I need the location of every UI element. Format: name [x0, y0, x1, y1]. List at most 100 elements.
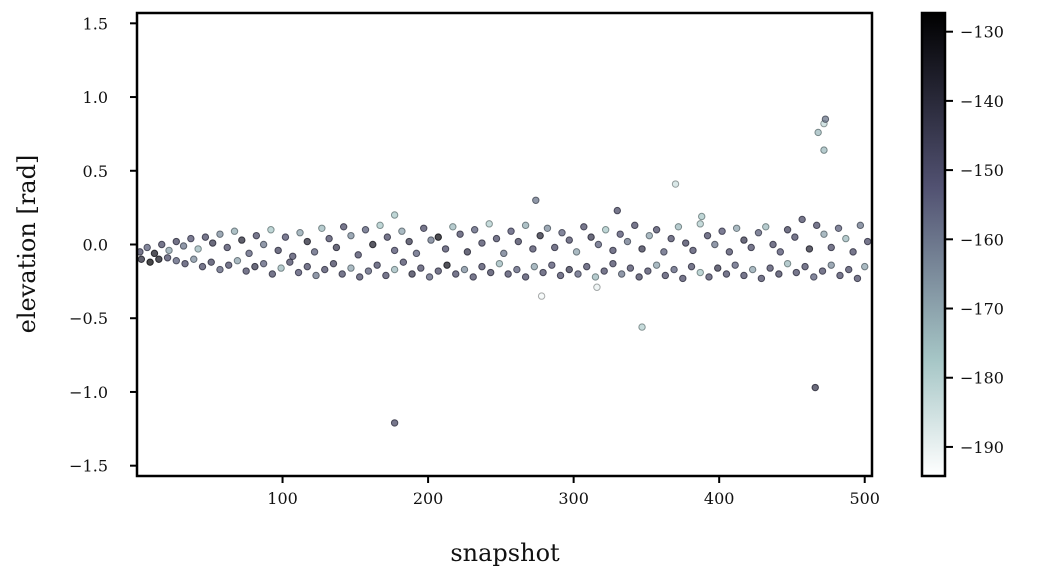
y-tick-label: −1.5 — [69, 457, 108, 476]
data-point — [259, 240, 268, 249]
data-point — [223, 243, 231, 252]
data-point — [376, 221, 384, 230]
data-point — [638, 245, 646, 253]
data-point — [600, 267, 608, 275]
data-point — [230, 227, 239, 235]
data-point — [296, 229, 304, 237]
data-point — [329, 259, 338, 268]
data-point — [530, 262, 539, 271]
data-point — [163, 254, 172, 262]
x-axis: 100 200 300 400 500 — [267, 476, 880, 508]
data-point — [312, 271, 320, 280]
data-point — [194, 245, 202, 253]
y-tick-label: 0.5 — [83, 162, 108, 181]
data-point — [408, 270, 416, 278]
data-point — [427, 236, 435, 244]
data-point — [242, 267, 250, 275]
data-point — [268, 270, 277, 278]
data-point — [399, 258, 408, 266]
data-point — [748, 265, 757, 274]
data-point — [679, 274, 687, 283]
data-point — [514, 237, 523, 246]
data-point — [369, 240, 377, 249]
data-point — [556, 271, 565, 280]
data-point — [146, 258, 154, 266]
data-point — [361, 226, 370, 234]
data-point — [583, 262, 591, 271]
data-point — [689, 246, 697, 255]
colorbar-tick-label: −130 — [960, 23, 1004, 42]
data-point — [783, 259, 792, 268]
data-point — [810, 273, 818, 281]
data-point — [495, 259, 504, 268]
y-axis: 1.5 1.0 0.5 0.0 −0.5 −1.0 −1.5 — [69, 14, 137, 476]
data-point — [267, 226, 275, 234]
data-point — [332, 243, 341, 252]
data-point — [469, 273, 477, 281]
data-point — [318, 224, 326, 232]
data-point — [434, 233, 442, 241]
data-point — [513, 265, 521, 274]
data-point — [347, 231, 355, 240]
data-point — [762, 223, 770, 231]
x-tick-label: 400 — [704, 489, 735, 508]
data-point — [339, 223, 348, 231]
plot-frame — [135, 11, 874, 478]
data-point — [281, 233, 290, 241]
data-point — [791, 233, 799, 241]
data-point — [853, 274, 862, 283]
colorbar-tick-label: −140 — [960, 92, 1004, 111]
data-point — [811, 383, 819, 392]
data-point — [827, 243, 835, 252]
data-point — [551, 243, 559, 252]
data-point — [836, 271, 844, 280]
data-point — [623, 237, 632, 246]
data-point — [718, 227, 726, 235]
y-tick-label: −0.5 — [69, 309, 108, 328]
data-point — [412, 249, 421, 258]
data-point — [355, 273, 364, 281]
data-point — [417, 264, 425, 272]
data-point — [441, 245, 450, 253]
data-point — [834, 224, 843, 232]
data-point — [601, 226, 610, 234]
data-point — [705, 273, 713, 281]
y-axis-label: elevation [rad] — [13, 155, 41, 334]
data-point — [661, 271, 670, 280]
data-point — [405, 237, 413, 246]
data-point — [783, 226, 792, 234]
data-point — [740, 271, 748, 280]
data-point — [863, 237, 872, 246]
data-point — [201, 233, 210, 241]
data-point — [252, 231, 261, 240]
data-point — [521, 273, 530, 281]
data-point — [698, 212, 706, 221]
x-tick-label: 200 — [413, 489, 444, 508]
data-point — [805, 245, 814, 253]
data-point — [609, 246, 617, 255]
data-point — [456, 230, 464, 238]
data-point — [652, 261, 661, 269]
data-point — [478, 262, 486, 271]
data-point — [635, 273, 643, 281]
data-point — [626, 264, 635, 272]
y-tick-label: 1.5 — [83, 14, 108, 33]
data-point — [521, 221, 530, 230]
data-point — [536, 231, 544, 240]
data-point — [504, 270, 512, 278]
data-point — [198, 262, 207, 271]
data-point — [812, 221, 821, 230]
data-point — [766, 264, 774, 272]
data-point — [682, 239, 690, 247]
x-axis-label: snapshot — [450, 539, 560, 567]
colorbar-axis: −130 −140 −150 −160 −170 −180 −190 — [945, 23, 1004, 457]
data-point — [798, 215, 806, 224]
data-point — [652, 226, 661, 234]
colorbar-tick-label: −150 — [960, 161, 1004, 180]
data-point — [587, 233, 595, 241]
data-point — [849, 248, 857, 256]
data-point — [754, 229, 763, 237]
data-point — [425, 273, 434, 281]
data-point — [137, 248, 144, 256]
